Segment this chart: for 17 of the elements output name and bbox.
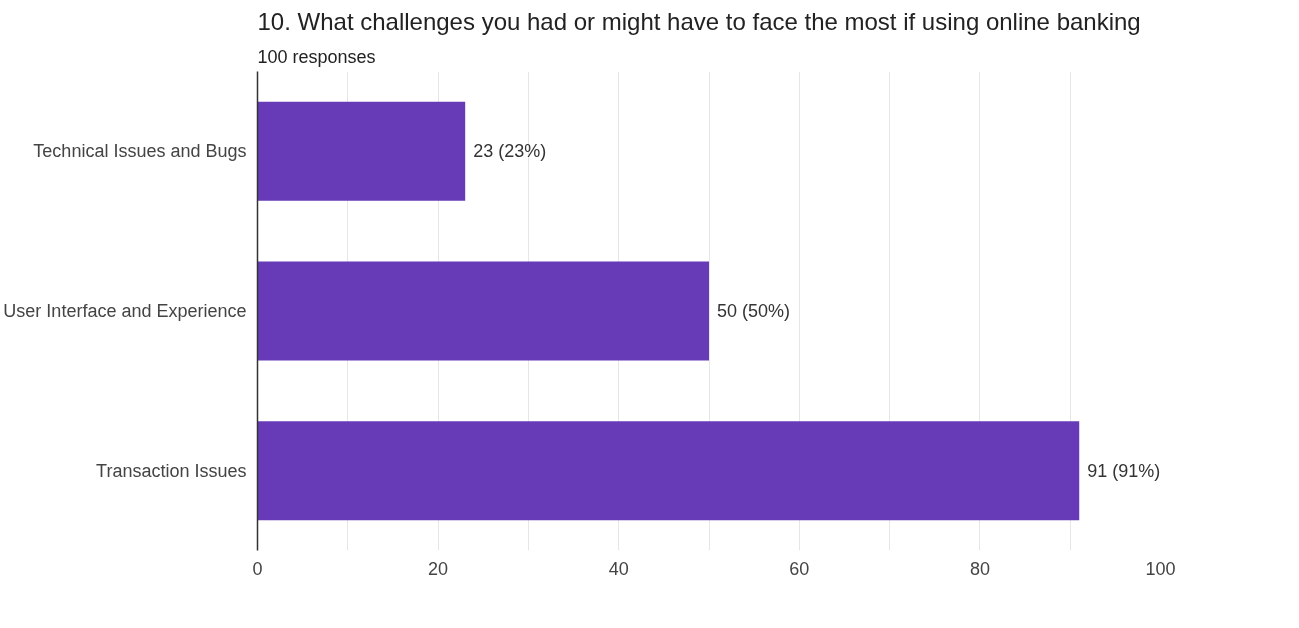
y-tick-label: Transaction Issues	[96, 460, 247, 481]
chart-subtitle: 100 responses	[257, 46, 376, 67]
data-label: 23 (23%)	[473, 141, 547, 162]
x-tick-label: 60	[789, 558, 810, 579]
x-tick-label: 0	[252, 558, 263, 579]
x-tick-label: 40	[608, 558, 629, 579]
bar	[257, 101, 466, 201]
data-label: 91 (91%)	[1087, 460, 1161, 481]
x-tick-label: 100	[1145, 558, 1176, 579]
x-tick-label: 20	[428, 558, 449, 579]
bar	[257, 261, 709, 361]
y-tick-label: Technical Issues and Bugs	[33, 141, 247, 162]
chart-title: 10. What challenges you had or might have to face the most if using online banking	[257, 7, 1141, 35]
y-tick-label: User Interface and Experience	[3, 301, 247, 321]
x-tick-label: 80	[969, 558, 990, 579]
data-label: 50 (50%)	[717, 301, 791, 321]
bar	[257, 421, 1080, 521]
